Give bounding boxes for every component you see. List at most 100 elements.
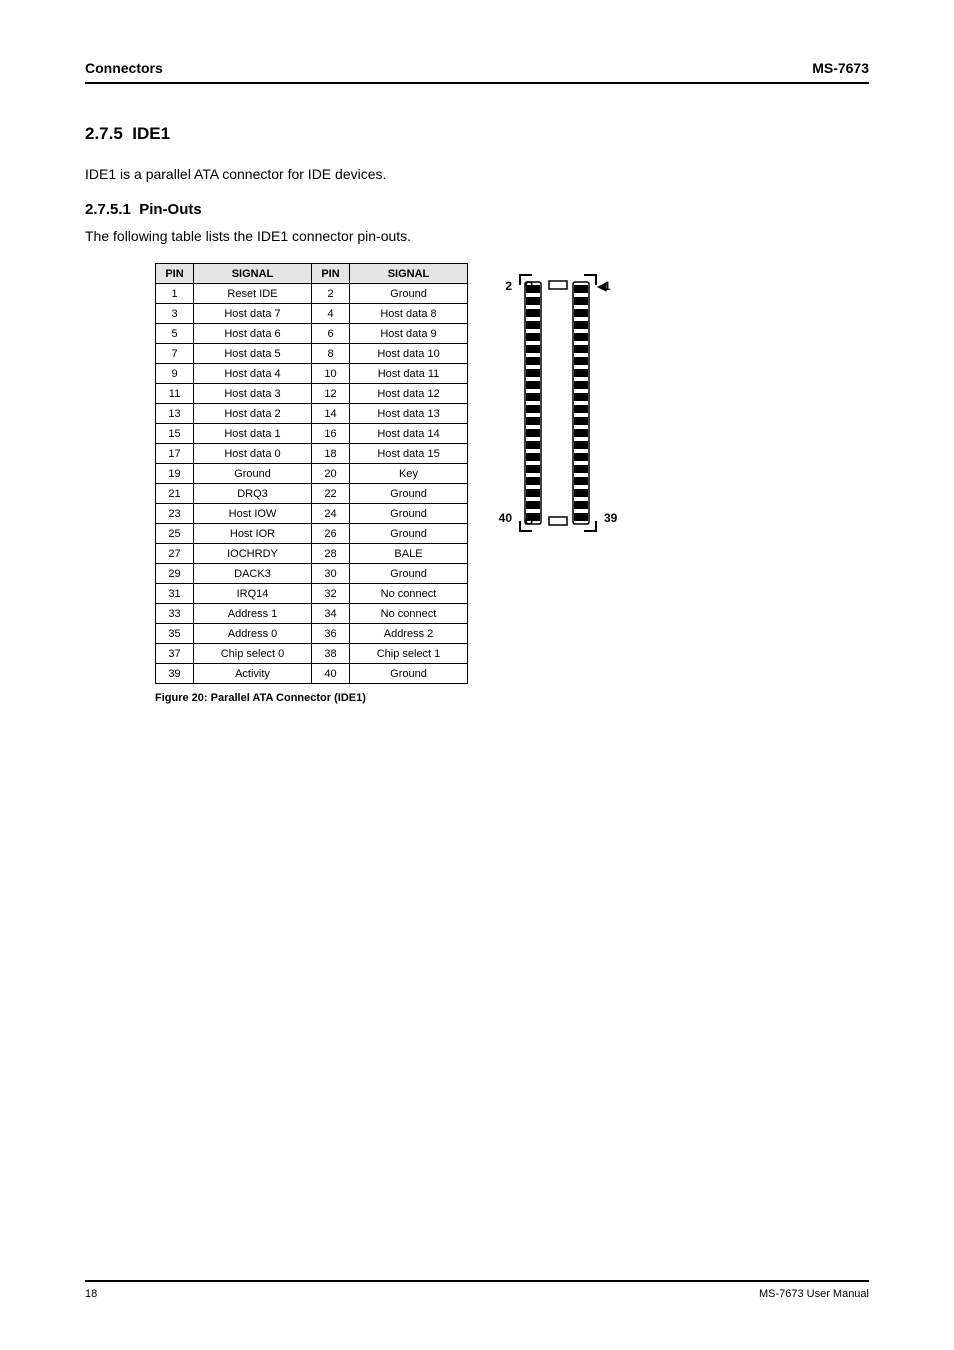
table-row: 5Host data 66Host data 9 bbox=[156, 324, 468, 344]
table-cell: Host IOR bbox=[194, 524, 312, 544]
table-cell: 37 bbox=[156, 644, 194, 664]
table-cell: 3 bbox=[156, 304, 194, 324]
table-cell: BALE bbox=[350, 544, 468, 564]
table-row: 15Host data 116Host data 14 bbox=[156, 424, 468, 444]
page-header: Connectors MS-7673 bbox=[85, 60, 869, 84]
table-cell: 30 bbox=[312, 564, 350, 584]
section-intro: IDE1 is a parallel ATA connector for IDE… bbox=[85, 164, 869, 185]
table-cell: Host data 6 bbox=[194, 324, 312, 344]
section-title: 2.7.5 IDE1 bbox=[85, 124, 869, 144]
table-cell: 23 bbox=[156, 504, 194, 524]
table-cell: DRQ3 bbox=[194, 484, 312, 504]
table-cell: 12 bbox=[312, 384, 350, 404]
table-cell: 13 bbox=[156, 404, 194, 424]
table-row: 21DRQ322Ground bbox=[156, 484, 468, 504]
table-row: 39Activity40Ground bbox=[156, 664, 468, 684]
table-row: 27IOCHRDY28BALE bbox=[156, 544, 468, 564]
table-cell: Address 0 bbox=[194, 624, 312, 644]
figure-caption: Figure 20: Parallel ATA Connector (IDE1) bbox=[155, 692, 869, 704]
table-cell: 40 bbox=[312, 664, 350, 684]
table-cell: 5 bbox=[156, 324, 194, 344]
table-cell: DACK3 bbox=[194, 564, 312, 584]
table-cell: Host data 9 bbox=[350, 324, 468, 344]
table-cell: No connect bbox=[350, 584, 468, 604]
svg-text:2: 2 bbox=[505, 279, 512, 293]
table-cell: 19 bbox=[156, 464, 194, 484]
table-intro-text: The following table lists the IDE1 conne… bbox=[85, 226, 869, 247]
table-cell: Host data 0 bbox=[194, 444, 312, 464]
table-row: 29DACK330Ground bbox=[156, 564, 468, 584]
footer-page-number: 18 bbox=[85, 1288, 97, 1300]
page: Connectors MS-7673 2.7.5 IDE1 IDE1 is a … bbox=[0, 0, 954, 1350]
table-cell: Reset IDE bbox=[194, 284, 312, 304]
table-cell: 2 bbox=[312, 284, 350, 304]
table-cell: Key bbox=[350, 464, 468, 484]
table-cell: 28 bbox=[312, 544, 350, 564]
table-cell: 21 bbox=[156, 484, 194, 504]
table-cell: Host data 2 bbox=[194, 404, 312, 424]
table-cell: 32 bbox=[312, 584, 350, 604]
table-cell: Ground bbox=[350, 484, 468, 504]
table-cell: Ground bbox=[194, 464, 312, 484]
table-cell: 22 bbox=[312, 484, 350, 504]
header-right: MS-7673 bbox=[812, 60, 869, 76]
table-cell: Chip select 1 bbox=[350, 644, 468, 664]
table-row: 13Host data 214Host data 13 bbox=[156, 404, 468, 424]
table-cell: Host data 10 bbox=[350, 344, 468, 364]
table-header-row: PIN SIGNAL PIN SIGNAL bbox=[156, 264, 468, 284]
page-footer: 18 MS-7673 User Manual bbox=[85, 1280, 869, 1300]
table-cell: 9 bbox=[156, 364, 194, 384]
table-row: 31IRQ1432No connect bbox=[156, 584, 468, 604]
connector-diagram: 2 1 40 39 bbox=[498, 263, 618, 548]
table-cell: Host data 15 bbox=[350, 444, 468, 464]
table-cell: 35 bbox=[156, 624, 194, 644]
table-row: 17Host data 018Host data 15 bbox=[156, 444, 468, 464]
table-cell: Address 1 bbox=[194, 604, 312, 624]
content-row: PIN SIGNAL PIN SIGNAL 1Reset IDE2Ground3… bbox=[85, 263, 869, 684]
table-cell: Ground bbox=[350, 284, 468, 304]
table-cell: 1 bbox=[156, 284, 194, 304]
table-row: 9Host data 410Host data 11 bbox=[156, 364, 468, 384]
table-cell: 14 bbox=[312, 404, 350, 424]
table-cell: Host data 8 bbox=[350, 304, 468, 324]
table-cell: 26 bbox=[312, 524, 350, 544]
table-row: 19Ground20Key bbox=[156, 464, 468, 484]
table-cell: Host data 1 bbox=[194, 424, 312, 444]
header-left: Connectors bbox=[85, 60, 163, 76]
table-cell: 31 bbox=[156, 584, 194, 604]
table-cell: 7 bbox=[156, 344, 194, 364]
table-cell: 6 bbox=[312, 324, 350, 344]
table-row: 33Address 134No connect bbox=[156, 604, 468, 624]
table-cell: 11 bbox=[156, 384, 194, 404]
svg-text:1: 1 bbox=[604, 279, 611, 293]
pinout-table: PIN SIGNAL PIN SIGNAL 1Reset IDE2Ground3… bbox=[155, 263, 468, 684]
table-cell: IRQ14 bbox=[194, 584, 312, 604]
table-row: 3Host data 74Host data 8 bbox=[156, 304, 468, 324]
table-row: 23Host IOW24Ground bbox=[156, 504, 468, 524]
table-cell: 34 bbox=[312, 604, 350, 624]
table-cell: Ground bbox=[350, 524, 468, 544]
table-row: 25Host IOR26Ground bbox=[156, 524, 468, 544]
th-pin-a: PIN bbox=[156, 264, 194, 284]
table-cell: 10 bbox=[312, 364, 350, 384]
table-cell: Host data 5 bbox=[194, 344, 312, 364]
table-cell: Ground bbox=[350, 504, 468, 524]
table-cell: Chip select 0 bbox=[194, 644, 312, 664]
footer-doc-title: MS-7673 User Manual bbox=[759, 1288, 869, 1300]
pinout-table-wrap: PIN SIGNAL PIN SIGNAL 1Reset IDE2Ground3… bbox=[155, 263, 468, 684]
table-cell: 20 bbox=[312, 464, 350, 484]
table-cell: 16 bbox=[312, 424, 350, 444]
svg-text:40: 40 bbox=[499, 511, 513, 525]
table-cell: Host data 13 bbox=[350, 404, 468, 424]
table-cell: Host data 12 bbox=[350, 384, 468, 404]
subsection-title: 2.7.5.1 Pin-Outs bbox=[85, 201, 869, 218]
table-cell: No connect bbox=[350, 604, 468, 624]
table-row: 7Host data 58Host data 10 bbox=[156, 344, 468, 364]
table-cell: 24 bbox=[312, 504, 350, 524]
th-pin-b: PIN bbox=[312, 264, 350, 284]
table-cell: 4 bbox=[312, 304, 350, 324]
table-cell: Host data 14 bbox=[350, 424, 468, 444]
table-cell: 8 bbox=[312, 344, 350, 364]
table-cell: Ground bbox=[350, 564, 468, 584]
svg-text:39: 39 bbox=[604, 511, 618, 525]
